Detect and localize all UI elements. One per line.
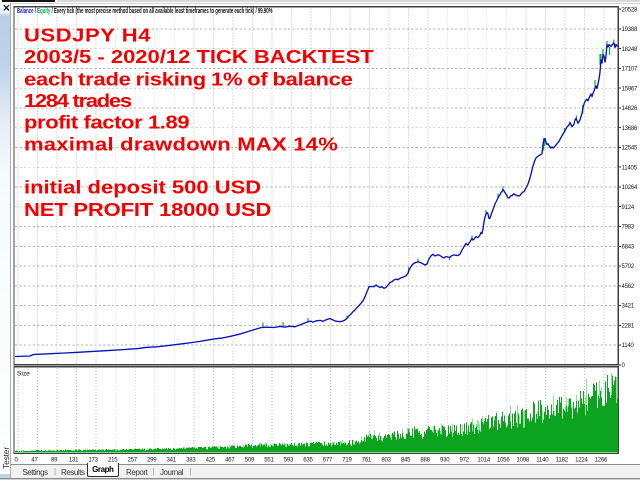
- svg-text:635: 635: [303, 458, 313, 464]
- svg-text:761: 761: [362, 458, 372, 464]
- svg-text:19388: 19388: [622, 27, 639, 33]
- svg-text:13686: 13686: [622, 126, 639, 132]
- svg-text:845: 845: [401, 458, 411, 464]
- svg-text:0: 0: [622, 363, 626, 369]
- svg-text:1182: 1182: [556, 458, 569, 464]
- svg-text:1224: 1224: [575, 458, 588, 464]
- svg-text:425: 425: [206, 458, 216, 464]
- svg-text:15967: 15967: [622, 86, 639, 92]
- svg-text:677: 677: [323, 458, 333, 464]
- svg-text:593: 593: [284, 458, 294, 464]
- svg-text:467: 467: [225, 458, 235, 464]
- svg-text:173: 173: [88, 458, 98, 464]
- svg-text:1056: 1056: [497, 458, 510, 464]
- svg-text:1014: 1014: [477, 458, 490, 464]
- svg-text:11405: 11405: [622, 165, 638, 171]
- svg-text:215: 215: [108, 458, 118, 464]
- svg-text:299: 299: [147, 458, 157, 464]
- svg-text:Size: Size: [17, 371, 30, 378]
- svg-text:89: 89: [51, 458, 58, 464]
- svg-text:131: 131: [69, 458, 79, 464]
- svg-text:20528: 20528: [622, 7, 639, 13]
- svg-text:7983: 7983: [622, 225, 635, 231]
- svg-text:1098: 1098: [517, 458, 530, 464]
- svg-text:972: 972: [459, 458, 469, 464]
- svg-text:9124: 9124: [622, 205, 635, 211]
- svg-text:0: 0: [15, 458, 19, 464]
- svg-text:383: 383: [186, 458, 196, 464]
- svg-text:1140: 1140: [622, 343, 635, 349]
- svg-text:5702: 5702: [622, 264, 635, 270]
- svg-text:14826: 14826: [622, 106, 639, 112]
- svg-text:2281: 2281: [622, 324, 635, 330]
- svg-text:12545: 12545: [622, 146, 639, 152]
- svg-text:257: 257: [127, 458, 137, 464]
- svg-text:803: 803: [381, 458, 391, 464]
- svg-text:10264: 10264: [622, 185, 639, 191]
- svg-text:18248: 18248: [622, 47, 639, 53]
- svg-text:341: 341: [166, 458, 176, 464]
- svg-text:3421: 3421: [622, 304, 635, 310]
- svg-text:509: 509: [245, 458, 255, 464]
- svg-text:888: 888: [420, 458, 430, 464]
- svg-text:1140: 1140: [536, 458, 549, 464]
- svg-text:17107: 17107: [622, 67, 639, 73]
- svg-text:1266: 1266: [595, 458, 608, 464]
- svg-text:4562: 4562: [622, 284, 635, 290]
- svg-text:930: 930: [440, 458, 450, 464]
- svg-text:47: 47: [31, 458, 38, 464]
- svg-text:551: 551: [264, 458, 274, 464]
- svg-text:6843: 6843: [622, 245, 635, 251]
- svg-text:719: 719: [342, 458, 352, 464]
